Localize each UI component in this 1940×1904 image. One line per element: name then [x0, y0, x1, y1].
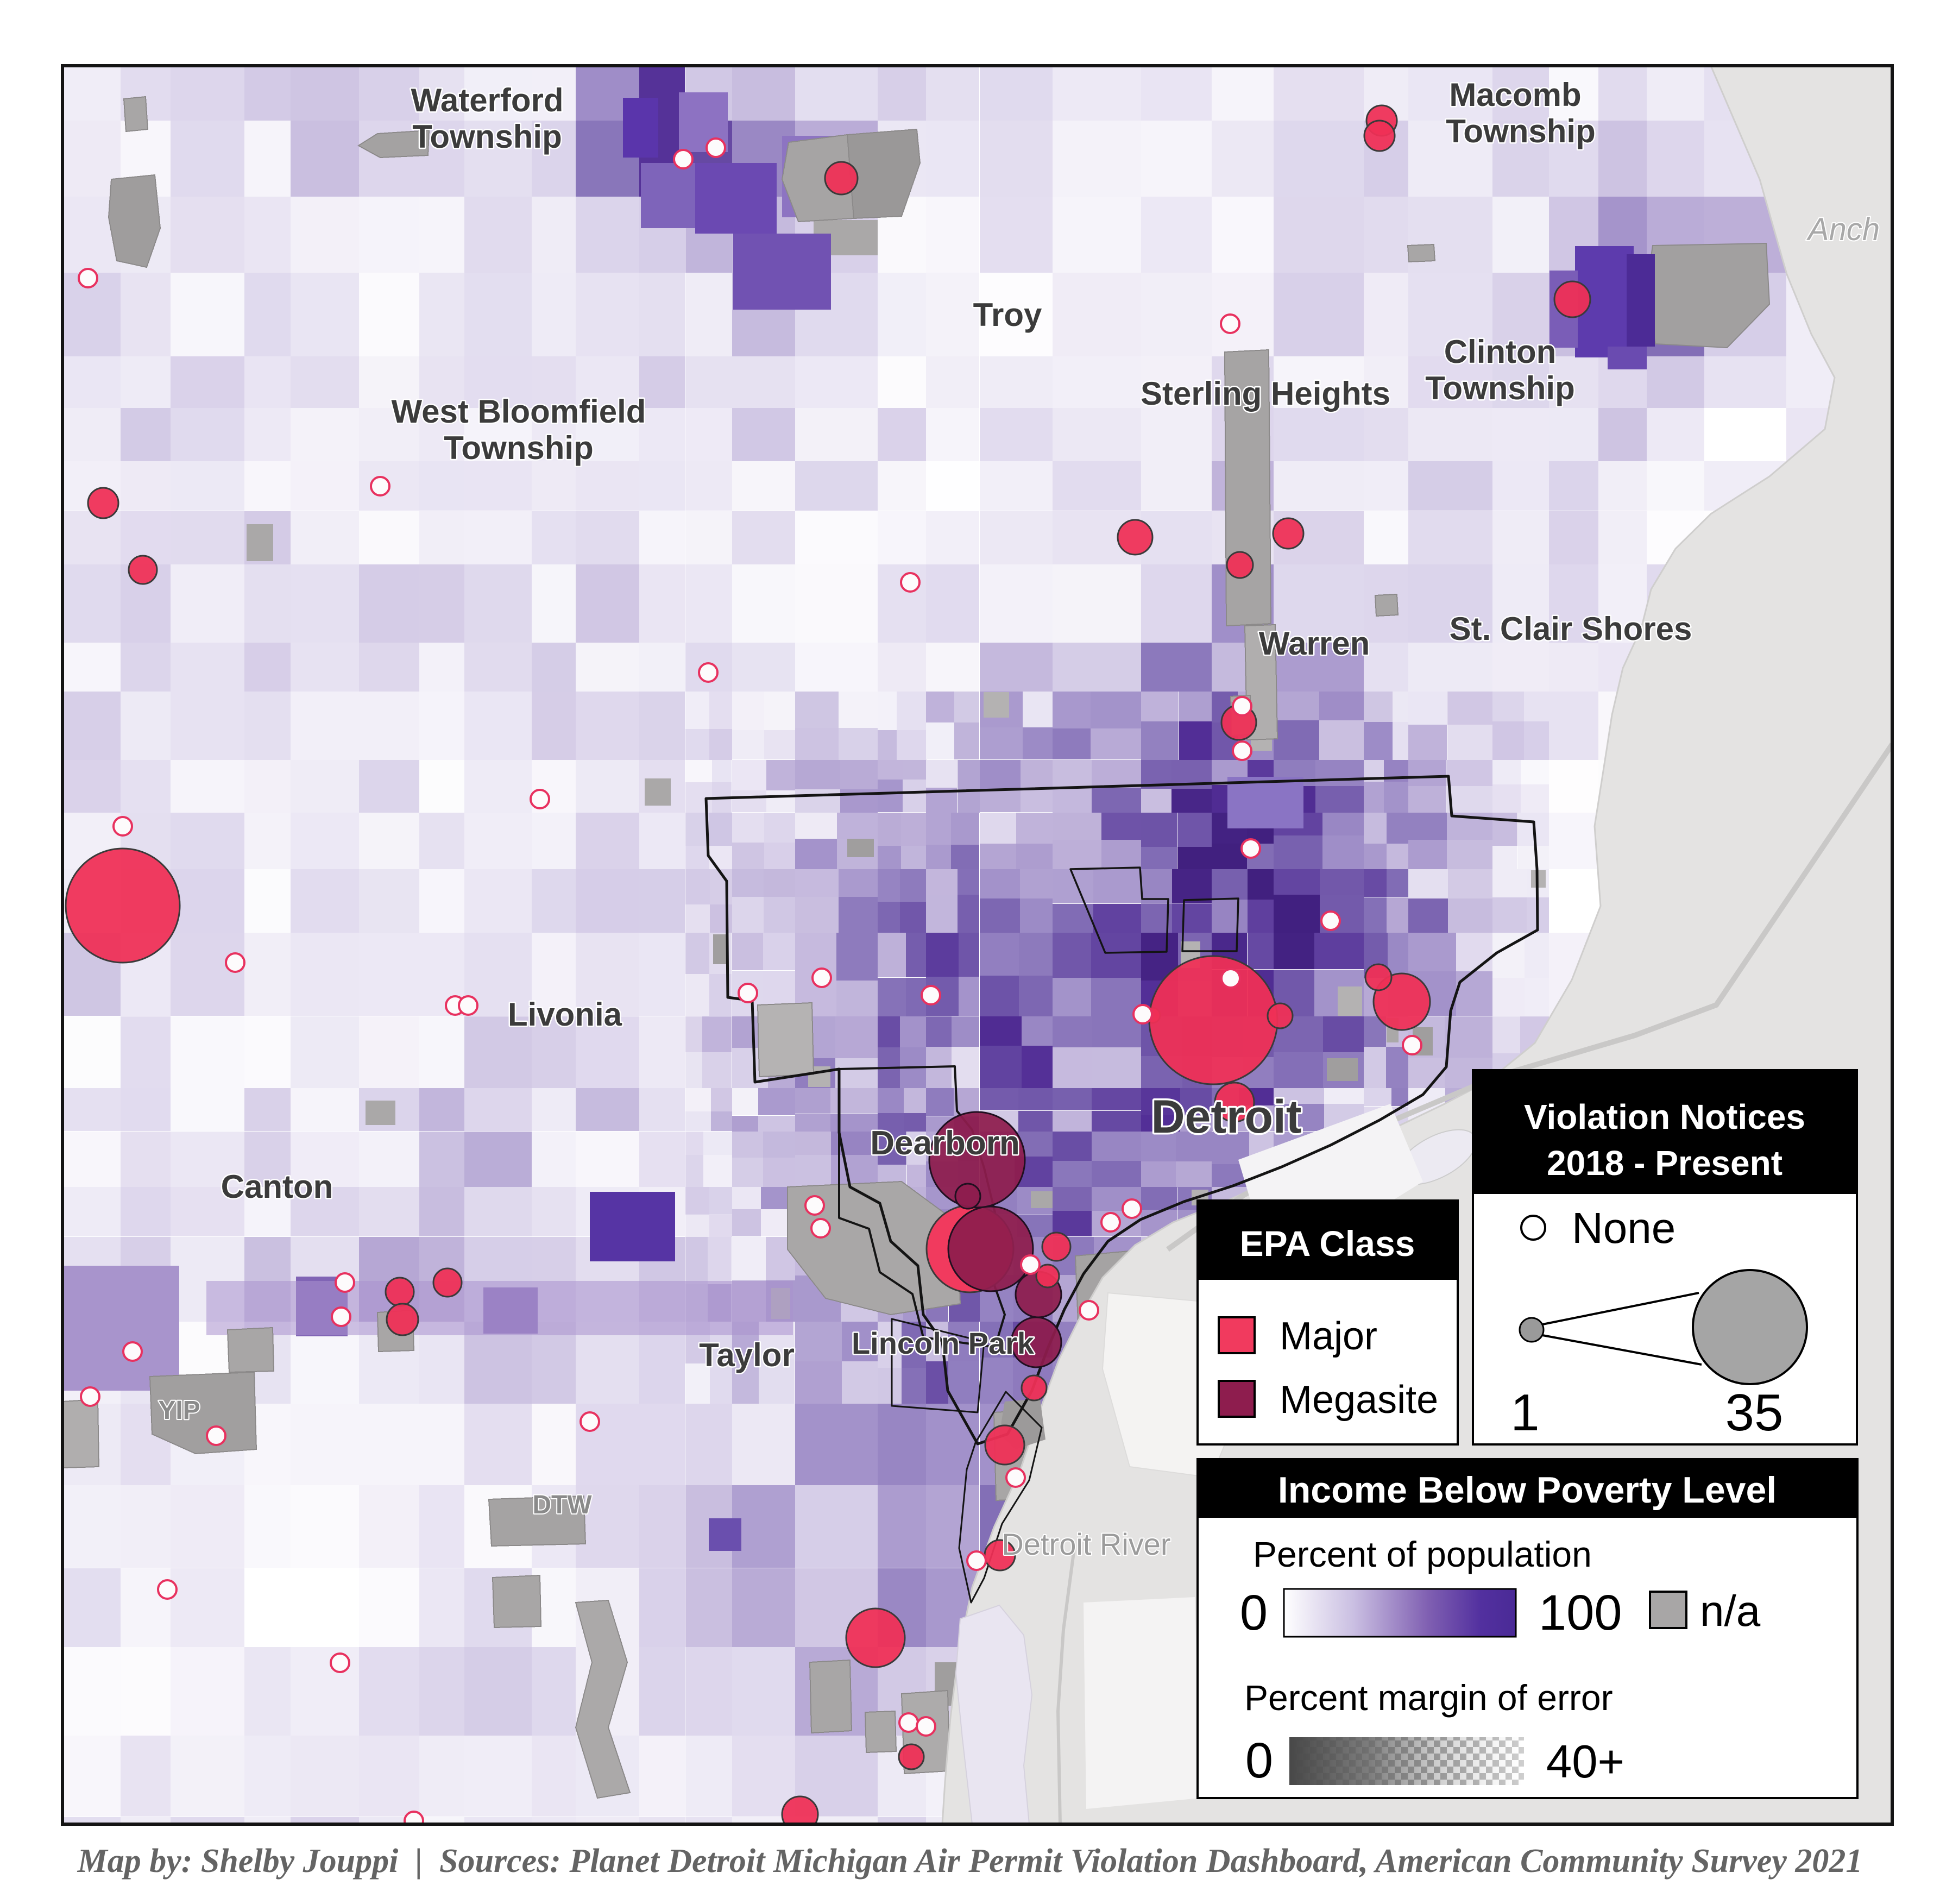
svg-text:Township: Township [1425, 370, 1575, 406]
svg-text:Violation Notices: Violation Notices [1524, 1097, 1805, 1136]
svg-text:Anch: Anch [1806, 212, 1880, 247]
svg-text:Percent of population: Percent of population [1253, 1534, 1592, 1574]
svg-text:Clinton: Clinton [1444, 334, 1557, 370]
svg-text:Livonia: Livonia [508, 996, 622, 1033]
svg-text:1: 1 [1510, 1384, 1539, 1442]
svg-text:2018 - Present: 2018 - Present [1547, 1143, 1782, 1183]
svg-text:Township: Township [1446, 113, 1596, 149]
svg-text:Township: Township [444, 430, 594, 466]
svg-text:Percent margin of error: Percent margin of error [1244, 1677, 1613, 1718]
svg-text:40+: 40+ [1546, 1736, 1624, 1788]
svg-text:EPA Class: EPA Class [1240, 1223, 1415, 1264]
svg-text:YIP: YIP [158, 1396, 200, 1425]
svg-text:Income Below Poverty Level: Income Below Poverty Level [1278, 1469, 1777, 1511]
svg-text:Major: Major [1280, 1315, 1377, 1358]
svg-text:Detroit River: Detroit River [1002, 1527, 1170, 1561]
svg-text:None: None [1572, 1204, 1676, 1252]
svg-text:Waterford: Waterford [411, 82, 563, 118]
svg-text:100: 100 [1539, 1585, 1622, 1641]
svg-text:0: 0 [1240, 1585, 1268, 1641]
svg-text:DTW: DTW [532, 1491, 592, 1519]
svg-text:Lincoln Park: Lincoln Park [852, 1326, 1035, 1360]
svg-text:35: 35 [1725, 1384, 1784, 1442]
svg-text:West Bloomfield: West Bloomfield [392, 393, 646, 430]
svg-text:Sterling Heights: Sterling Heights [1141, 375, 1390, 412]
svg-text:Township: Township [412, 118, 562, 155]
svg-text:Canton: Canton [221, 1168, 333, 1205]
svg-text:Detroit: Detroit [1151, 1091, 1301, 1143]
svg-text:Taylor: Taylor [699, 1337, 795, 1373]
svg-text:0: 0 [1245, 1733, 1273, 1788]
svg-text:Megasite: Megasite [1280, 1378, 1438, 1422]
svg-text:n/a: n/a [1700, 1587, 1761, 1635]
svg-text:Warren: Warren [1259, 625, 1370, 662]
svg-text:Troy: Troy [973, 297, 1042, 333]
svg-text:Map by: Shelby Jouppi | Sour: Map by: Shelby Jouppi | Sources: Planet … [77, 1843, 1863, 1880]
svg-text:Macomb: Macomb [1449, 77, 1581, 113]
svg-text:Dearborn: Dearborn [870, 1124, 1020, 1162]
svg-text:St. Clair Shores: St. Clair Shores [1450, 611, 1692, 647]
